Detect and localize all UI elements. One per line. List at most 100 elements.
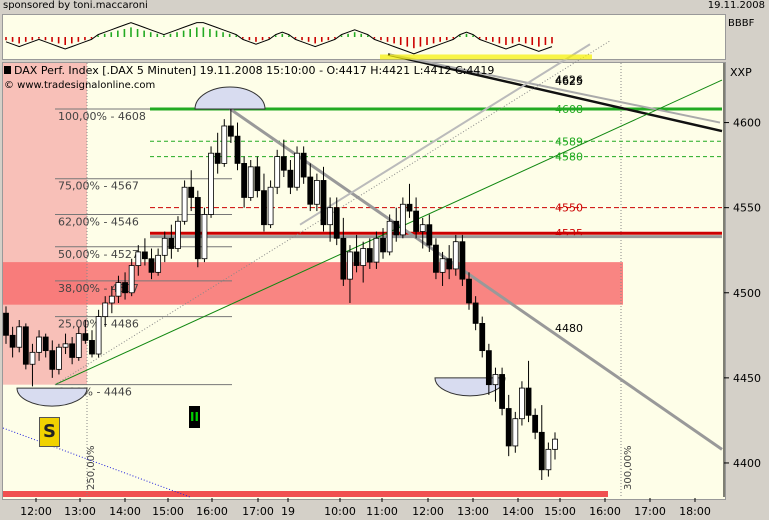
candle-body (347, 251, 353, 280)
candle-body (175, 220, 181, 249)
candle-body (115, 282, 122, 297)
pause-marker[interactable]: II (189, 406, 200, 428)
candle-body (300, 152, 307, 178)
support-zone (3, 262, 623, 305)
candle-body (89, 340, 95, 355)
candle-body (221, 125, 228, 164)
x-tick-label: 19 (281, 505, 295, 518)
blue-dotted-line (2, 427, 191, 498)
candle-body (168, 237, 175, 249)
candle-body (214, 152, 221, 164)
candle-body (545, 448, 552, 471)
candle-body (366, 248, 373, 263)
x-tick-label: 15:00 (152, 505, 184, 518)
series-marker-icon (4, 66, 11, 74)
y-tick-label: 4400 (733, 457, 761, 470)
candle-body (393, 220, 400, 236)
candle-body (161, 237, 168, 256)
candle-body (452, 241, 459, 270)
candle-body (320, 180, 327, 226)
price-level-label: 4625 (555, 75, 583, 88)
time-fib-label: 300,00% (623, 446, 634, 491)
candle-body (95, 316, 102, 355)
candle-body (82, 333, 89, 341)
candle-body (261, 190, 267, 226)
x-tick-label: 13:00 (457, 505, 489, 518)
candle-body (472, 302, 479, 324)
candle-body (69, 343, 76, 358)
candle-body (413, 210, 419, 232)
candle-body (194, 197, 201, 260)
candle-body (519, 387, 525, 420)
candle-body (532, 414, 539, 433)
sponsor-text: sponsored by toni.maccaroni (3, 0, 148, 11)
down-trend-line (229, 107, 723, 451)
candle-body (280, 156, 287, 171)
resistance-line (387, 53, 723, 133)
candle-body (102, 302, 109, 317)
candle-body (29, 351, 36, 365)
candle-body (479, 322, 486, 352)
ohlc-readout: - O:4417 H:4421 L:4412 C:4419 (319, 64, 495, 77)
candle-body (446, 258, 453, 270)
x-tick-label: 12:00 (20, 505, 52, 518)
candle-body (62, 343, 69, 348)
candle-body (353, 251, 360, 266)
candle-body (201, 214, 208, 260)
candle-body (333, 207, 340, 239)
candle-body (128, 265, 135, 294)
fib-level-label: 100,00% - 4608 (58, 110, 146, 123)
candle-body (459, 241, 466, 280)
candle-body (538, 431, 545, 471)
fib-level-label: 75,00% - 4567 (58, 180, 139, 193)
x-tick-label: 14:00 (109, 505, 141, 518)
x-tick-label: 13:00 (64, 505, 96, 518)
chart-legend: DAX Perf. Index [.DAX 5 Minuten] 19.11.2… (4, 64, 494, 77)
candle-body (505, 408, 512, 447)
candle-body (122, 282, 128, 294)
price-level-label: 4480 (555, 322, 583, 335)
y-tick-label: 4550 (733, 202, 761, 215)
price-axis-label: XXP (730, 66, 752, 79)
candle-body (512, 418, 519, 447)
x-tick-label: 16:00 (196, 505, 228, 518)
candle-body (36, 336, 42, 353)
price-level-label: 4550 (555, 202, 583, 215)
candle-body (399, 203, 406, 236)
price-level-label: 4589 (555, 135, 583, 148)
candle-body (267, 186, 274, 226)
candle-body (360, 248, 367, 266)
candle-body (108, 295, 115, 304)
candle-body (433, 244, 439, 273)
candle-body (42, 336, 49, 352)
oscillator-panel[interactable] (2, 14, 726, 60)
candle-body (386, 220, 393, 253)
candle-body (287, 169, 294, 188)
channel-upper-line (299, 43, 591, 226)
candle-body (247, 166, 254, 198)
candle-body (142, 251, 148, 260)
candle-body (439, 258, 446, 273)
x-tick-label: 16:00 (589, 505, 621, 518)
x-tick-label: 11:00 (366, 505, 398, 518)
candle-body (406, 203, 413, 212)
top-ellipse (194, 86, 266, 110)
candle-body (208, 152, 214, 215)
resistance-shadow-line (389, 53, 721, 124)
x-tick-label: 12:00 (412, 505, 444, 518)
signal-s-button[interactable]: S (39, 417, 60, 447)
y-tick-label: 4500 (733, 287, 761, 300)
candle-body (485, 350, 492, 386)
date-text: 19.11.2008 (707, 0, 765, 11)
price-axis[interactable]: XXP (726, 62, 769, 498)
x-tick-label: 17:00 (634, 505, 666, 518)
yellow-band (380, 54, 592, 60)
candle-body (426, 224, 433, 246)
site-credit: © www.tradesignalonline.com (4, 80, 156, 91)
oscillator-label: BBBF (728, 18, 755, 29)
candle-body (274, 156, 281, 188)
candle-body (148, 258, 155, 273)
oscillator-line (5, 22, 553, 55)
candle-body (254, 166, 261, 192)
